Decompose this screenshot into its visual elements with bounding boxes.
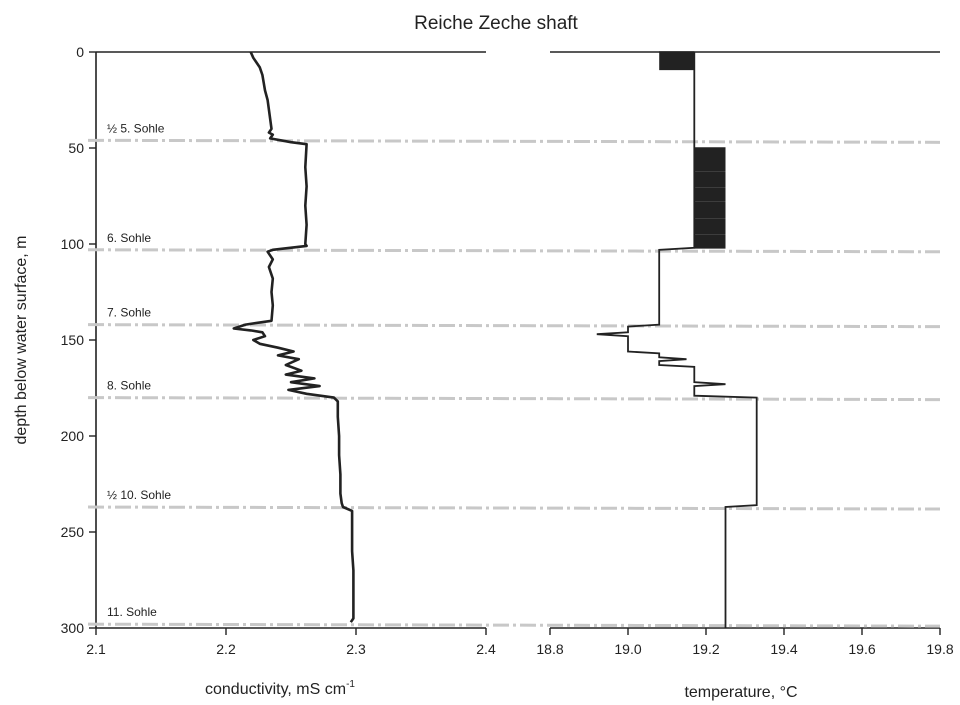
x-tick-label-temperature: 19.4 (770, 641, 797, 657)
x-tick-label-temperature: 18.8 (536, 641, 563, 657)
level-line (87, 248, 941, 254)
temperature-oscillation (659, 51, 695, 71)
x-tick-label-conductivity: 2.3 (346, 641, 366, 657)
x-axis-label-conductivity-text: conductivity, mS cm (205, 681, 346, 698)
temperature-oscillation (694, 147, 726, 249)
level-lines: ½ 5. Sohle 6. Sohle 7. Sohle 8. Sohle ½ 10. … (87, 121, 941, 628)
level-label: 6. Sohle (107, 231, 151, 245)
level-line (87, 396, 941, 402)
y-tick-label: 150 (61, 332, 85, 348)
level-label: ½ 10. Sohle (107, 488, 171, 502)
y-tick-label: 0 (76, 44, 84, 60)
x-tick-label-temperature: 19.2 (692, 641, 719, 657)
level-label: 8. Sohle (107, 379, 151, 393)
x-tick-label-temperature: 19.8 (926, 641, 953, 657)
y-tick-label: 300 (61, 620, 85, 636)
level-line (87, 323, 941, 329)
temperature-line (596, 52, 758, 628)
y-tick-label: 100 (61, 236, 85, 252)
y-tick-label: 200 (61, 428, 85, 444)
y-tick-label: 50 (68, 140, 84, 156)
x-axis-label-conductivity: conductivity, mS cm-1 (205, 679, 355, 698)
y-axis-label: depth below water surface, m (13, 236, 30, 445)
x-axis-label-conductivity-exponent: -1 (346, 679, 355, 690)
level-label: ½ 5. Sohle (107, 121, 165, 135)
level-label: 7. Sohle (107, 306, 151, 320)
x-tick-label-conductivity: 2.4 (476, 641, 496, 657)
x-tick-label-conductivity: 2.1 (86, 641, 106, 657)
level-line (87, 138, 941, 144)
conductivity-line (232, 51, 355, 623)
level-label: 11. Sohle (107, 605, 157, 619)
series-group (232, 51, 758, 628)
x-tick-label-conductivity: 2.2 (216, 641, 236, 657)
level-line (87, 622, 941, 628)
x-tick-label-temperature: 19.6 (848, 641, 875, 657)
axes (89, 51, 941, 635)
chart-title: Reiche Zeche shaft (414, 13, 578, 34)
y-tick-label: 250 (61, 524, 85, 540)
level-line (87, 505, 941, 511)
x-axis-label-temperature: temperature, °C (684, 684, 797, 701)
x-tick-label-temperature: 19.0 (614, 641, 641, 657)
